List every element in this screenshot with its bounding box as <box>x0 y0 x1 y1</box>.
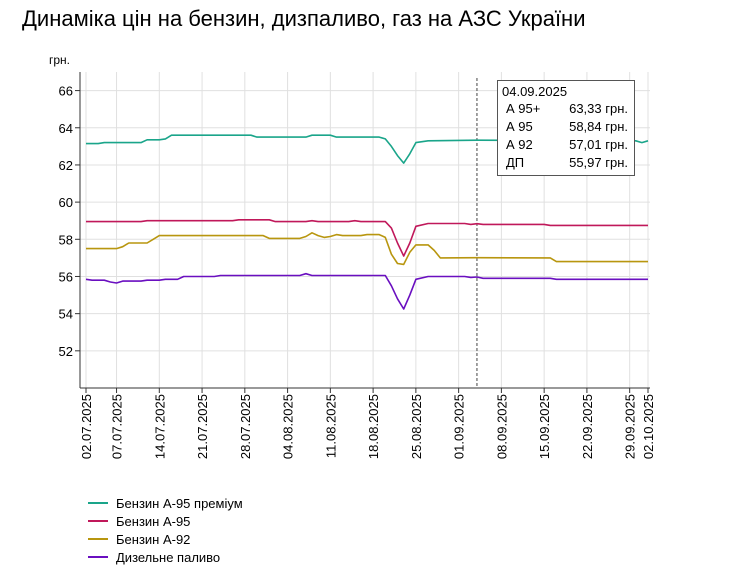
tooltip-label: А 92 <box>506 137 533 152</box>
x-tick-label: 14.07.2025 <box>152 394 167 459</box>
x-tick-label: 18.08.2025 <box>366 394 381 459</box>
series-line <box>86 134 649 164</box>
series-line <box>86 219 648 257</box>
legend-item: Бензин А-95 <box>88 512 243 530</box>
x-tick-label: 22.09.2025 <box>580 394 595 459</box>
legend-swatch <box>88 556 108 558</box>
y-tick-label: 58 <box>59 232 73 247</box>
y-tick-label: 60 <box>59 195 73 210</box>
series-line <box>86 232 648 266</box>
tooltip-value: 57,01 грн. <box>569 137 628 152</box>
x-tick-label: 02.07.2025 <box>79 394 94 459</box>
x-tick-label: 28.07.2025 <box>238 394 253 459</box>
x-tick-label: 07.07.2025 <box>110 394 125 459</box>
tooltip-value: 63,33 грн. <box>569 101 628 116</box>
legend-item: Бензин А-92 <box>88 530 243 548</box>
legend-item: Дизельне паливо <box>88 548 243 566</box>
tooltip-date: 04.09.2025 <box>502 84 568 99</box>
x-tick-label: 04.08.2025 <box>281 394 296 459</box>
y-axis-label: грн. <box>49 53 70 67</box>
x-tick-label: 25.08.2025 <box>409 394 424 459</box>
x-tick-label: 11.08.2025 <box>323 394 338 458</box>
x-tick-label: 21.07.2025 <box>195 394 210 459</box>
line-chart: 52 54 56 58 60 62 64 66 грн. 02.07.2025 07.07.2025… <box>49 53 656 459</box>
x-tick-label: 01.09.2025 <box>452 394 467 459</box>
tooltip-row-a92: А 92 57,01 грн. <box>506 137 632 154</box>
legend-swatch <box>88 538 108 540</box>
tooltip-label: А 95 <box>506 119 533 134</box>
legend-label: Бензин А-92 <box>116 531 191 547</box>
legend-label: Бензин А-95 <box>116 513 191 529</box>
legend-swatch <box>88 520 108 522</box>
legend-label: Бензин А-95 преміум <box>116 495 243 511</box>
x-tick-label: 15.09.2025 <box>537 394 552 459</box>
tooltip-row-dp: ДП 55,97 грн. <box>506 155 632 172</box>
y-tick-label: 56 <box>59 269 73 284</box>
chart-title: Динаміка цін на бензин, дизпаливо, газ н… <box>22 6 586 31</box>
x-tick-label: 08.09.2025 <box>494 394 509 459</box>
y-tick-label: 54 <box>59 307 73 322</box>
legend-swatch <box>88 502 108 504</box>
tooltip-value: 58,84 грн. <box>569 119 628 134</box>
y-tick-label: 66 <box>59 84 73 99</box>
tooltip-row-a95plus: А 95+ 63,33 грн. <box>506 101 632 118</box>
x-tick-label: 02.10.2025 <box>641 394 656 459</box>
y-tick-label: 64 <box>59 121 73 136</box>
series-line <box>85 272 648 310</box>
tooltip-label: ДП <box>506 155 525 170</box>
legend-item: Бензин А-95 преміум <box>88 494 243 512</box>
x-tick-label: 29.09.2025 <box>623 394 638 459</box>
y-tick-label: 62 <box>59 158 73 173</box>
tooltip-value: 55,97 грн. <box>569 155 628 170</box>
tooltip-label: А 95+ <box>506 101 541 116</box>
tooltip-row-a95: А 95 58,84 грн. <box>506 119 632 136</box>
hover-tooltip: 04.09.2025 А 95+ 63,33 грн. А 95 58,84 г… <box>497 80 635 176</box>
legend-label: Дизельне паливо <box>116 549 221 565</box>
chart-legend: Бензин А-95 преміум Бензин А-95 Бензин А-9… <box>88 494 243 566</box>
y-tick-label: 52 <box>59 344 73 359</box>
